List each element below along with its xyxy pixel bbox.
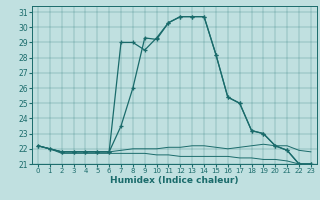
X-axis label: Humidex (Indice chaleur): Humidex (Indice chaleur) <box>110 176 239 185</box>
